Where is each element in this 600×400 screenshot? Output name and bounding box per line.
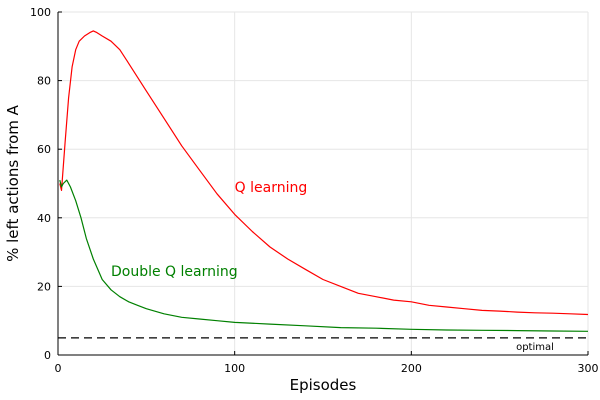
x-tick-label: 100 <box>224 362 245 375</box>
y-tick-label: 20 <box>37 280 51 293</box>
annotations: Q learning Double Q learning <box>111 180 307 280</box>
annotation-double-q-learning: Double Q learning <box>111 264 238 280</box>
y-tick-label: 0 <box>44 349 51 362</box>
grid <box>57 11 589 356</box>
tick-labels: 0 100 200 300 0 20 40 60 80 100 <box>30 6 599 375</box>
y-tick-label: 40 <box>37 212 51 225</box>
x-tick-label: 0 <box>55 362 62 375</box>
series-group <box>59 30 589 332</box>
series-line-double-q-learning <box>59 179 589 332</box>
annotation-q-learning: Q learning <box>235 180 308 196</box>
series-line-q-learning <box>59 30 589 316</box>
y-tick-label: 80 <box>37 75 51 88</box>
optimal-label: optimal <box>516 342 554 353</box>
x-tick-label: 200 <box>401 362 422 375</box>
x-tick-label: 300 <box>578 362 599 375</box>
x-axis-label: Episodes <box>290 376 357 394</box>
y-axis-label: % left actions from A <box>4 104 22 262</box>
axes <box>57 11 589 356</box>
y-tick-label: 60 <box>37 143 51 156</box>
reference-line-group: optimal <box>58 337 588 353</box>
y-tick-label: 100 <box>30 6 51 19</box>
